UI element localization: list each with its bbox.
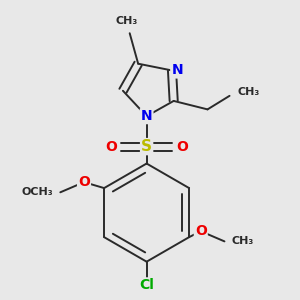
Text: OCH₃: OCH₃ [22, 187, 53, 197]
Text: O: O [176, 140, 188, 154]
Text: N: N [141, 109, 152, 123]
Text: S: S [141, 139, 152, 154]
Text: CH₃: CH₃ [115, 16, 137, 26]
Text: O: O [195, 224, 207, 238]
Text: O: O [105, 140, 117, 154]
Text: N: N [171, 64, 183, 77]
Text: Cl: Cl [139, 278, 154, 292]
Text: CH₃: CH₃ [238, 88, 260, 98]
Text: CH₃: CH₃ [231, 236, 254, 246]
Text: O: O [78, 175, 90, 189]
